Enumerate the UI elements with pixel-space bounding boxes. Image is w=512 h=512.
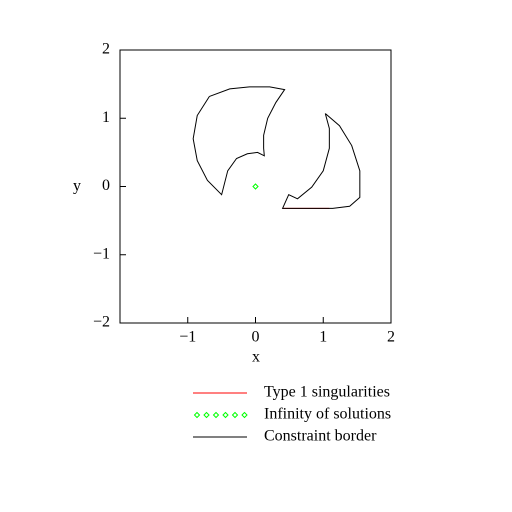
y-tick-label: 1: [102, 109, 110, 126]
legend-label: Constraint border: [264, 428, 377, 445]
legend-swatch: [241, 411, 248, 419]
y-tick-label: 2: [102, 41, 110, 58]
legend-swatch: [212, 411, 220, 419]
curve: [192, 86, 361, 209]
legend-swatch: [193, 411, 201, 419]
legend-label: Type 1 singularities: [264, 384, 390, 401]
x-tick-label: 1: [319, 329, 327, 346]
legend-swatch: [203, 411, 210, 419]
y-axis-label: y: [73, 178, 81, 195]
data-point: [252, 183, 259, 190]
legend-swatch: [222, 411, 229, 419]
plot-frame: [119, 49, 392, 324]
x-tick-label: −1: [179, 329, 196, 346]
y-tick-label: −2: [93, 314, 110, 331]
x-tick-label: 2: [387, 329, 395, 346]
legend-swatch: [231, 411, 239, 419]
x-tick-label: 0: [252, 329, 260, 346]
legend-label: Infinity of solutions: [264, 406, 391, 423]
y-tick-label: −1: [93, 245, 110, 262]
y-tick-label: 0: [102, 177, 110, 194]
x-axis-label: x: [252, 349, 260, 366]
